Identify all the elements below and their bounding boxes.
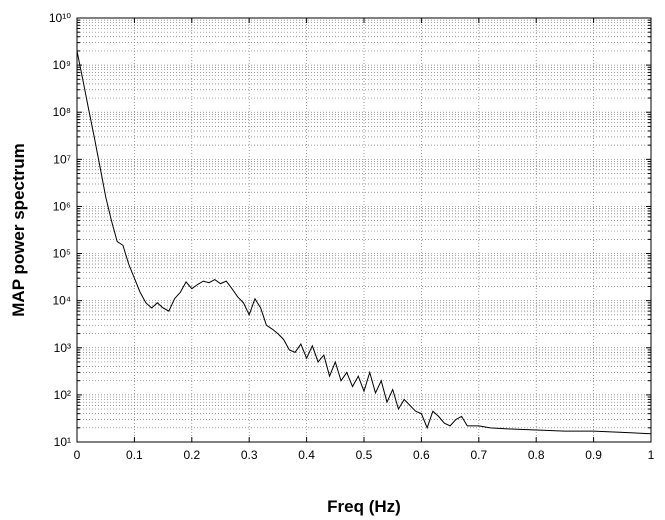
- x-tick-label: 0.6: [413, 448, 430, 462]
- plot-frame: [76, 17, 652, 443]
- y-axis-label: MAP power spectrum: [9, 143, 28, 317]
- x-tick-label: 0.1: [126, 448, 143, 462]
- y-tick-label: 10¹: [54, 435, 71, 449]
- x-tick-label: 0.2: [183, 448, 200, 462]
- y-tick-label: 10²: [54, 388, 71, 402]
- y-tick-label: 10⁶: [53, 199, 71, 213]
- y-tick-label: 10³: [54, 341, 71, 355]
- y-tick-label: 10⁸: [53, 105, 71, 119]
- y-tick-label: 10⁹: [53, 58, 72, 72]
- x-tick-label: 0.5: [356, 448, 373, 462]
- x-tick-label: 0: [74, 448, 81, 462]
- y-tick-label: 10⁵: [53, 247, 71, 261]
- x-tick-label: 0.3: [241, 448, 258, 462]
- x-tick-label: 0.4: [298, 448, 315, 462]
- x-tick-label: 0.9: [585, 448, 602, 462]
- x-tick-label: 0.7: [470, 448, 487, 462]
- x-axis-label: Freq (Hz): [327, 497, 401, 516]
- y-tick-label: 10⁴: [52, 294, 71, 308]
- data-line: [76, 50, 652, 435]
- y-tick-label: 10⁷: [53, 152, 71, 166]
- x-tick-label: 0.8: [528, 448, 545, 462]
- y-tick-label: 10¹⁰: [49, 11, 71, 25]
- x-tick-label: 1: [648, 448, 655, 462]
